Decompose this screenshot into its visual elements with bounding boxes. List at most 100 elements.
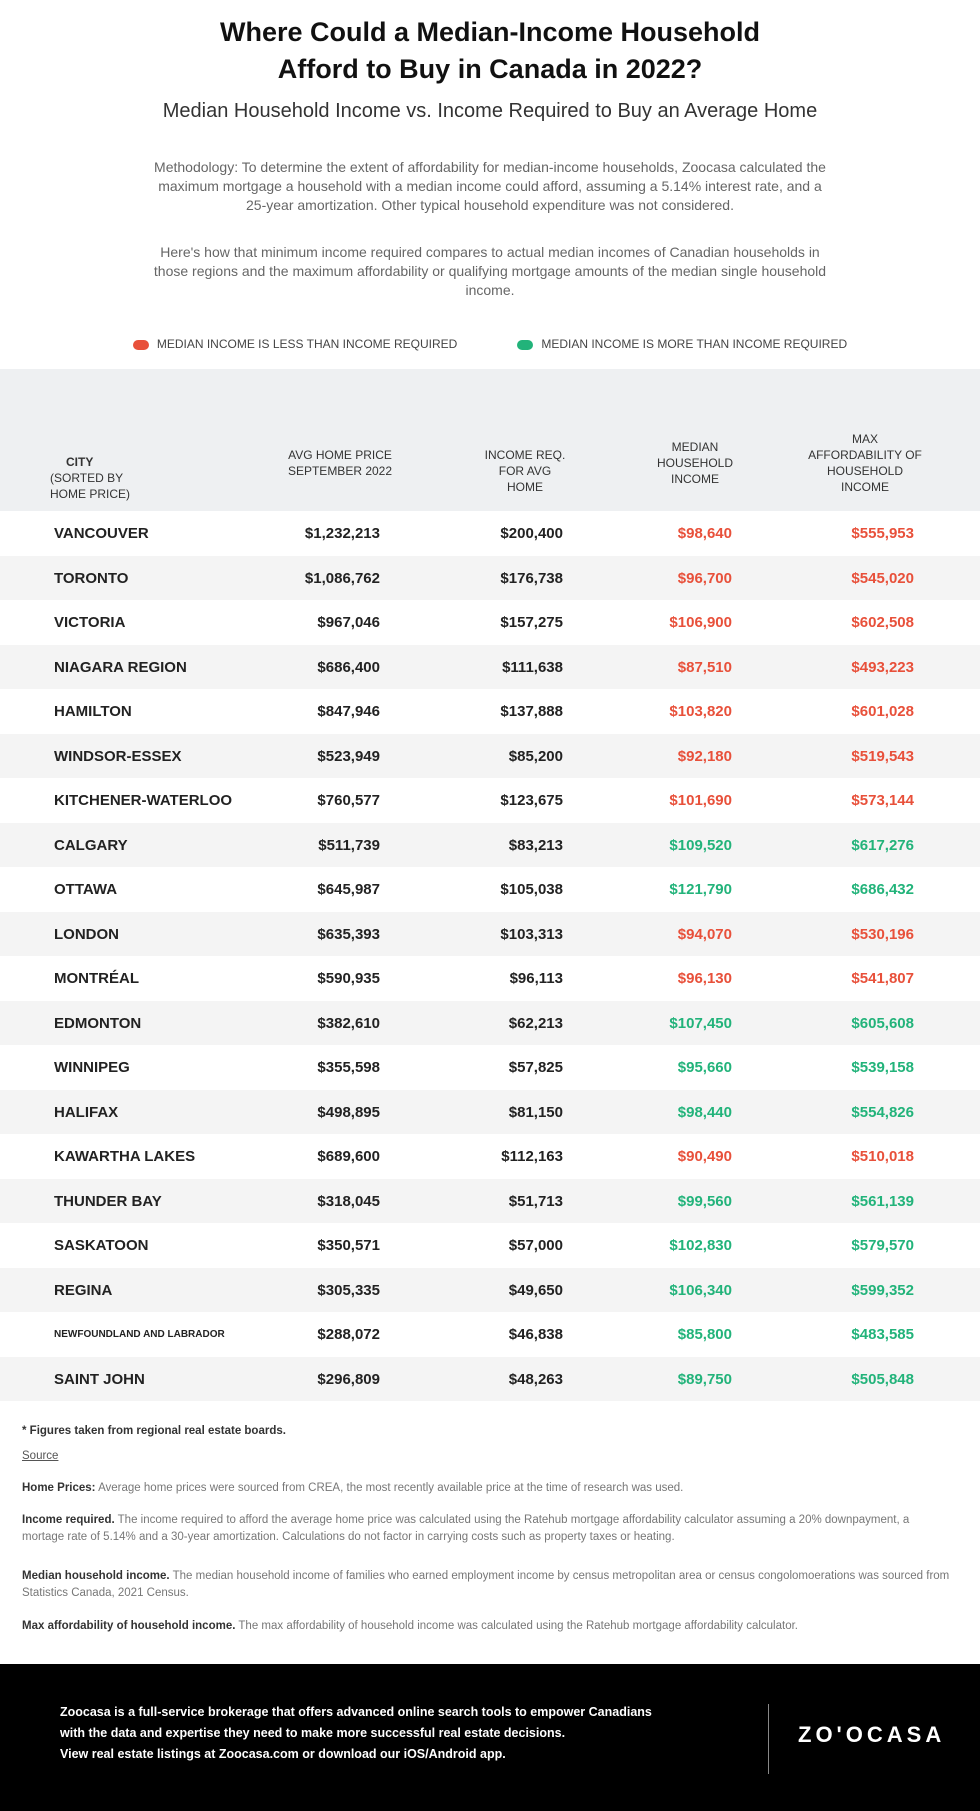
cell-city: LONDON [54,925,119,943]
cell-price: $645,987 [317,881,380,898]
cell-city: THUNDER BAY [54,1192,162,1210]
cell-median: $102,830 [669,1237,732,1254]
page-subtitle: Median Household Income vs. Income Requi… [162,100,818,122]
table-row: THUNDER BAY $318,045 $51,713 $99,560 $561,13… [0,1178,980,1223]
cell-max: $686,432 [851,881,914,898]
cell-median: $106,900 [669,614,732,631]
cell-income: $157,275 [500,614,563,631]
cell-income: $57,000 [508,1237,563,1254]
cell-city: TORONTO [54,569,129,587]
cell-price: $1,086,762 [304,569,380,587]
cell-price: $523,949 [317,747,380,765]
source-note: Home Prices: Average home prices were so… [22,1480,952,1497]
table-row: NEWFOUNDLAND AND LABRADOR $288,072 $46,838… [0,1312,980,1357]
cell-median: $106,340 [669,1281,732,1299]
cell-city: HALIFAX [54,1103,119,1121]
cell-income: $200,400 [500,525,563,542]
cell-price: $967,046 [317,614,380,631]
cell-income: $48,263 [508,1370,563,1388]
cell-city: NEWFOUNDLAND AND LABRADOR [54,1329,225,1340]
cell-city: SASKATOON [54,1237,149,1254]
cell-income: $85,200 [508,747,563,765]
cell-median: $85,800 [677,1326,732,1343]
zoocasa-logo: ZO'OCASA [798,1722,946,1747]
cell-median: $121,790 [669,881,732,898]
cell-price: $511,739 [318,836,380,854]
cell-median: $103,820 [669,703,732,720]
cell-median: $90,490 [677,1148,732,1165]
cell-price: $318,045 [317,1192,380,1210]
cell-price: $288,072 [317,1326,380,1343]
header-max: MAX AFFORDABILITY OF HOUSEHOLD INCOME [808,432,922,494]
footer-text: Zoocasa is a full-service brokerage that… [60,1702,652,1765]
cell-median: $109,520 [669,836,732,854]
table-row: WINDSOR-ESSEX $523,949 $85,200 $92,180 $519,… [0,733,980,778]
source-note: Income required. The income required to … [22,1512,952,1546]
cell-median: $96,700 [677,569,732,587]
cell-max: $505,848 [851,1370,914,1388]
header-price: AVG HOME PRICE SEPTEMBER 2022 [287,448,393,478]
cell-max: $493,223 [851,658,914,676]
cell-income: $137,888 [500,703,563,720]
cell-income: $62,213 [508,1014,563,1032]
cell-income: $105,038 [500,881,563,898]
legend: MEDIAN INCOME IS LESS THAN INCOME REQUIR… [0,337,980,351]
cell-max: $605,608 [851,1014,914,1032]
cell-max: $510,018 [851,1148,914,1165]
legend-item-less: MEDIAN INCOME IS LESS THAN INCOME REQUIR… [132,337,458,351]
note-text: Average home prices were sourced from CR… [95,1482,684,1494]
cell-median: $96,130 [677,970,732,987]
cell-city: CALGARY [54,836,128,854]
cell-median: $101,690 [669,792,732,809]
cell-income: $81,150 [508,1103,563,1121]
cell-income: $103,313 [500,925,563,943]
table-row: CALGARY $511,739 $83,213 $109,520 $617,276 [0,822,980,867]
cell-median: $98,440 [677,1103,732,1121]
note-text: The income required to afford the averag… [22,1514,910,1543]
table-row: VICTORIA $967,046 $157,275 $106,900 $602,508 [0,600,980,645]
footer-line: Zoocasa is a full-service brokerage that… [60,1705,652,1719]
table-row: HALIFAX $498,895 $81,150 $98,440 $554,826 [0,1089,980,1134]
cell-median: $95,660 [677,1059,732,1076]
cell-max: $483,585 [851,1326,914,1343]
cell-city: VICTORIA [54,614,126,631]
cell-max: $554,826 [851,1103,914,1121]
cell-price: $635,393 [317,925,380,943]
table-row: SASKATOON $350,571 $57,000 $102,830 $579,570 [0,1223,980,1268]
cell-max: $519,543 [851,747,914,765]
methodology-text: Methodology: To determine the extent of … [154,159,826,213]
legend-item-more: MEDIAN INCOME IS MORE THAN INCOME REQUIR… [517,337,847,351]
cell-price: $305,335 [317,1281,380,1299]
cell-city: EDMONTON [54,1014,142,1032]
footer-divider [768,1704,769,1774]
note-label: Home Prices: [22,1482,96,1494]
cell-city: OTTAWA [54,881,118,898]
note-text: The median household income of families … [22,1570,950,1599]
table-row: KAWARTHA LAKES $689,600 $112,163 $90,490 $51… [0,1134,980,1179]
cell-median: $94,070 [677,925,732,943]
source-link[interactable]: Source [22,1450,59,1462]
cell-median: $98,640 [677,525,732,542]
table-row: EDMONTON $382,610 $62,213 $107,450 $605,608 [0,1000,980,1045]
green-dot-icon [517,339,534,350]
cell-price: $350,571 [317,1237,380,1254]
table-row: SAINT JOHN $296,809 $48,263 $89,750 $505,848 [0,1356,980,1401]
header-city-label: CITY [66,455,94,469]
cell-price: $382,610 [317,1014,380,1032]
cell-price: $1,232,213 [304,525,380,542]
cell-price: $296,809 [317,1370,380,1388]
cell-city: NIAGARA REGION [54,658,187,676]
cell-city: VANCOUVER [54,525,149,542]
footer: Zoocasa is a full-service brokerage that… [0,1664,980,1811]
legend-label: MEDIAN INCOME IS LESS THAN INCOME REQUIR… [156,337,458,351]
cell-income: $111,638 [502,658,563,676]
cell-price: $847,946 [317,703,380,720]
header-city: CITY (SORTED BY HOME PRICE) [50,454,140,502]
source-note: Max affordability of household income. T… [22,1618,952,1635]
table-row: VANCOUVER $1,232,213 $200,400 $98,640 $555,9… [0,511,980,556]
cell-median: $99,560 [677,1192,732,1210]
cell-max: $555,953 [851,525,914,542]
table-row: WINNIPEG $355,598 $57,825 $95,660 $539,158 [0,1045,980,1090]
page-title: Where Could a Median-Income Household Af… [219,17,761,84]
cell-income: $96,113 [509,970,563,987]
